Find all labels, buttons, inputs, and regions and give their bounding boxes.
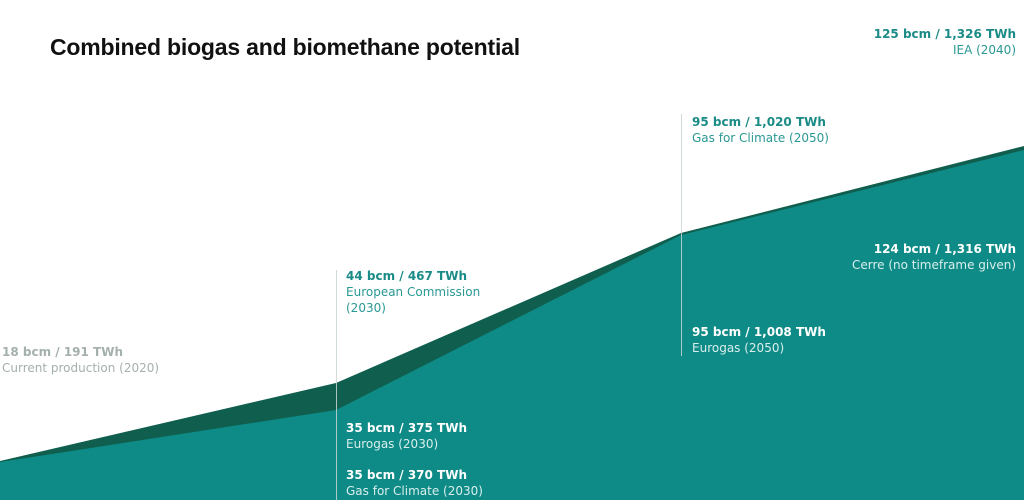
label-eurogas-2030: 35 bcm / 375 TWh Eurogas (2030) xyxy=(346,421,468,451)
lower-estimate-area xyxy=(0,150,1024,500)
label-cerre: 124 bcm / 1,316 TWh Cerre (no timeframe … xyxy=(851,242,1016,272)
label-gas-for-climate-2030: 35 bcm / 370 TWh Gas for Climate (2030) xyxy=(346,468,483,498)
chart-title: Combined biogas and biomethane potential xyxy=(50,34,520,60)
label-current-production: 18 bcm / 191 TWh Current production (202… xyxy=(2,345,160,375)
label-eurogas-2050: 95 bcm / 1,008 TWh Eurogas (2050) xyxy=(692,325,826,355)
label-gas-for-climate-2050: 95 bcm / 1,020 TWh Gas for Climate (2050… xyxy=(692,115,829,145)
label-european-commission-2030: 44 bcm / 467 TWh European Commission (20… xyxy=(346,269,481,315)
label-iea-2040: 125 bcm / 1,326 TWh IEA (2040) xyxy=(873,27,1016,57)
